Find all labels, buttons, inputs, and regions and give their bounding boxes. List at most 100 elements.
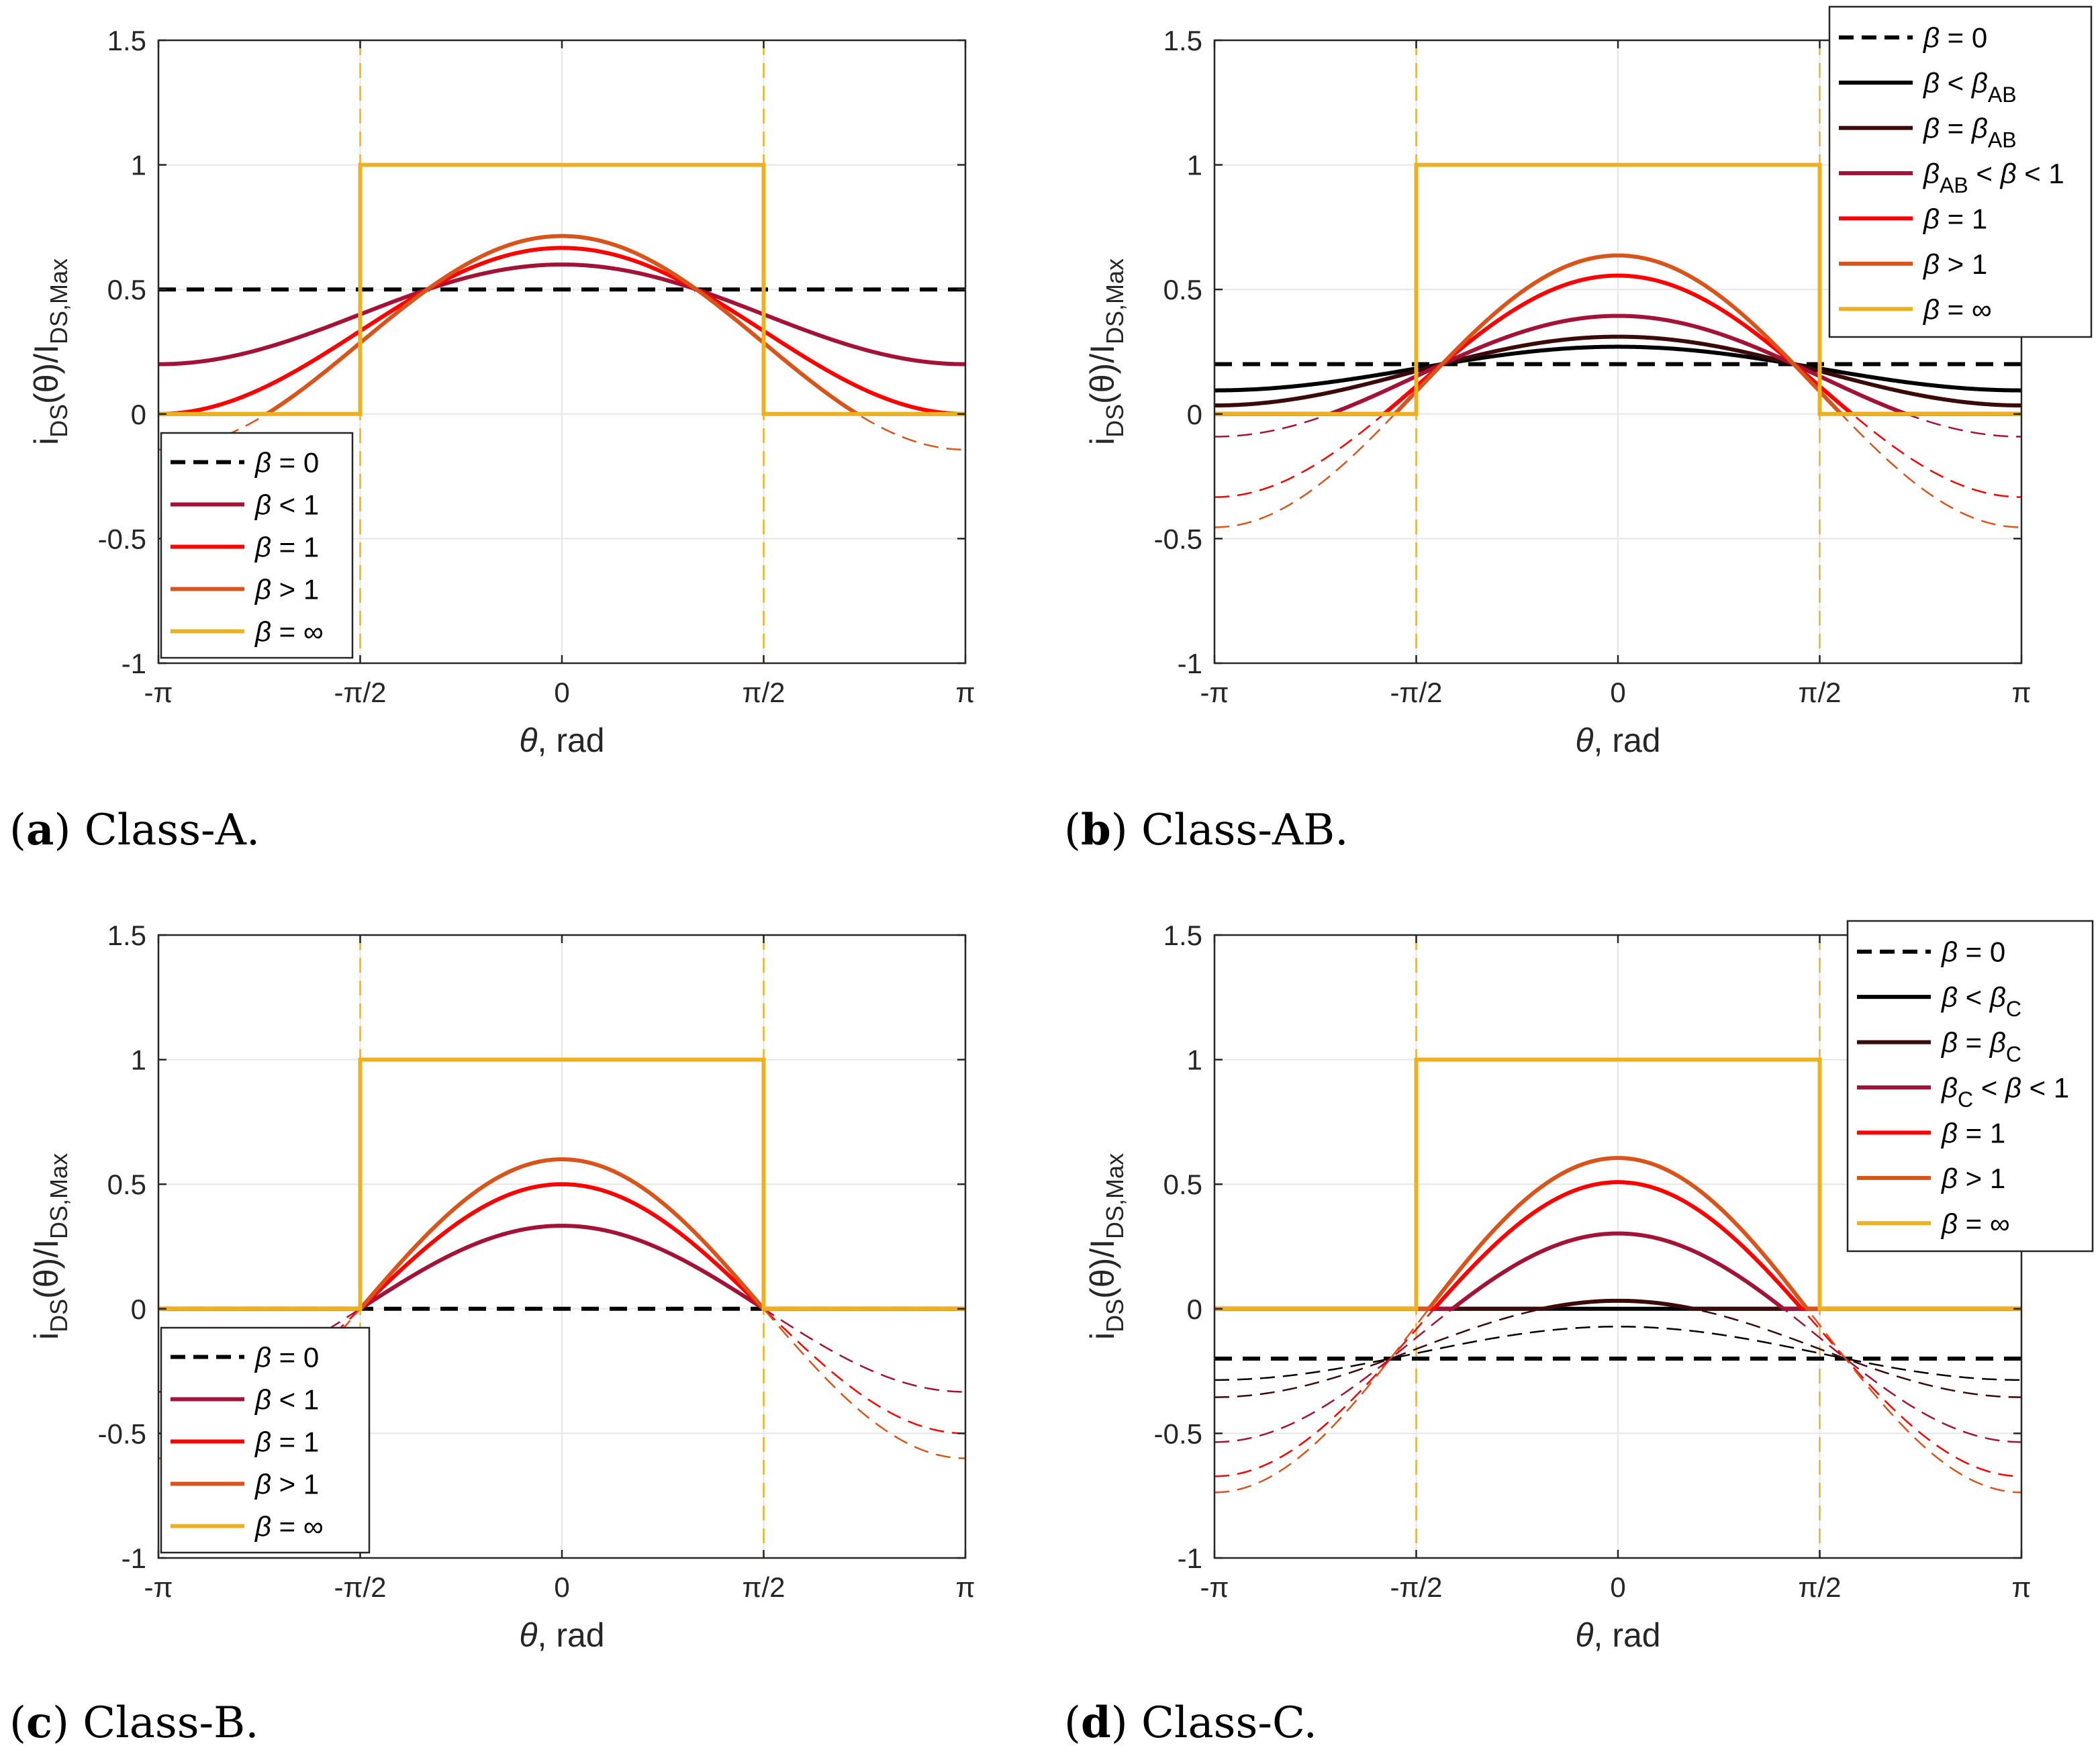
series-beta-inf	[158, 1057, 965, 1311]
y-tick-label: -1	[1178, 648, 1202, 679]
panel-caption: (c) Class-B.	[9, 1698, 259, 1748]
y-axis-label: iDS(θ)/IDS,Max	[28, 1153, 73, 1340]
legend: β = 0 β < 1 β = 1 β > 1 β = ∞	[160, 1326, 371, 1554]
plot-series	[158, 40, 965, 663]
x-tick-label: -π	[1200, 1571, 1229, 1603]
y-tick-label: 1	[131, 150, 146, 181]
x-tick-label: π	[2012, 1571, 2032, 1603]
y-tick-label: -0.5	[1154, 1418, 1202, 1449]
y-axis-label: iDS(θ)/IDS,Max	[1084, 1153, 1129, 1340]
legend: β = 0 β < βC β = βC βC < β < 1 β = 1 β > 1 β =…	[1846, 920, 2094, 1253]
y-tick-label: 1.5	[1163, 920, 1202, 951]
y-tick-label: -1	[1178, 1543, 1202, 1574]
x-axis-label: θ, rad	[1575, 1616, 1660, 1654]
y-tick-label: 0.5	[107, 1169, 146, 1200]
legend-label: β = 1	[254, 1426, 319, 1458]
x-tick-label: π	[956, 1571, 975, 1603]
legend-label: β = 1	[1922, 203, 1987, 234]
plot-series	[1214, 40, 2021, 663]
y-tick-label: 0	[1187, 399, 1202, 430]
series-beta-inf	[1214, 1057, 2021, 1311]
y-tick-label: 1	[1187, 150, 1202, 181]
legend-label: β = 1	[254, 532, 319, 563]
y-tick-label: 1.5	[107, 25, 146, 56]
legend-label: β < 1	[254, 489, 319, 521]
y-tick-label: 0.5	[1163, 1169, 1202, 1200]
x-tick-label: -π/2	[1390, 677, 1442, 708]
panel-a: -π -π/2 0 π/2 π 1.5 1 0.5 0 -0.5 -1 θ, rad iDS(θ)/ID…	[9, 25, 975, 855]
y-tick-label: 0.5	[107, 274, 146, 305]
x-tick-label: π/2	[1798, 1571, 1841, 1603]
legend-label: β < βC	[1940, 981, 2021, 1021]
x-axis-label: θ, rad	[519, 722, 604, 759]
y-tick-label: 1.5	[1163, 25, 1202, 56]
x-tick-label: -π	[144, 1571, 173, 1603]
y-axis-label: iDS(θ)/IDS,Max	[1084, 258, 1129, 445]
legend-label: β = ∞	[1940, 1208, 2010, 1239]
y-tick-label: 0	[1187, 1293, 1202, 1325]
series-beta_gt1-dashed	[158, 1158, 965, 1459]
series-beta_gt1	[158, 234, 965, 416]
legend-label: β = 0	[1922, 22, 1987, 54]
y-tick-label: 0	[131, 1293, 146, 1325]
series-beta_gt1-dashed	[1214, 1157, 2021, 1494]
legend-label: β = βC	[1940, 1027, 2021, 1067]
legend-label: β = 0	[1940, 936, 2005, 968]
series-beta_mid	[1214, 313, 2021, 416]
legend-label: β = ∞	[254, 1511, 324, 1543]
panel-caption: (a) Class-A.	[9, 805, 260, 855]
x-tick-label: 0	[1610, 1571, 1625, 1603]
x-tick-label: 0	[554, 677, 569, 708]
x-axis-label: θ, rad	[1575, 722, 1660, 759]
legend-label: β = ∞	[254, 616, 324, 648]
series-beta_eq_ab	[1214, 334, 2021, 407]
series-beta-inf	[1214, 162, 2021, 416]
legend-label: β = 0	[254, 1342, 319, 1373]
y-tick-label: 0	[131, 399, 146, 430]
legend-label: β > 1	[1922, 248, 1987, 280]
y-tick-label: -0.5	[98, 1418, 146, 1449]
y-tick-label: -0.5	[1154, 523, 1202, 554]
x-tick-label: π	[956, 677, 975, 708]
panel-c: -π -π/2 0 π/2 π 1.5 1 0.5 0 -0.5 -1 θ, rad iDS(θ)/ID…	[9, 920, 975, 1748]
y-tick-label: 1	[1187, 1044, 1202, 1076]
panel-d: -π -π/2 0 π/2 π 1.5 1 0.5 0 -0.5 -1 θ, rad iDS(θ)/ID…	[1064, 920, 2094, 1748]
legend-label: β < βAB	[1922, 67, 2017, 107]
x-tick-label: -π	[144, 677, 173, 708]
x-tick-label: π	[2012, 677, 2032, 708]
x-tick-label: π/2	[742, 1571, 785, 1603]
panel-caption: (b) Class-AB.	[1064, 805, 1349, 855]
y-tick-label: 0.5	[1163, 274, 1202, 305]
x-tick-label: 0	[1610, 677, 1625, 708]
series-beta-inf	[158, 162, 965, 416]
y-tick-label: 1.5	[107, 920, 146, 951]
legend-label: β = βAB	[1922, 113, 2017, 152]
legend: β = 0 β < βAB β = βAB βAB < β < 1 β = 1 β > 1…	[1828, 5, 2093, 338]
panel-b: -π -π/2 0 π/2 π 1.5 1 0.5 0 -0.5 -1 θ, rad iDS(θ)/ID…	[1064, 5, 2093, 855]
x-tick-label: π/2	[1798, 677, 1841, 708]
legend-label: β = 0	[254, 447, 319, 479]
series-beta_mid	[158, 262, 965, 367]
legend-label: βAB < β < 1	[1922, 158, 2064, 197]
legend-label: β = ∞	[1922, 293, 1992, 325]
legend-label: β < 1	[254, 1384, 319, 1416]
series-beta_lt_ab	[1214, 344, 2021, 393]
x-tick-label: π/2	[742, 677, 785, 708]
y-axis-label: iDS(θ)/IDS,Max	[28, 258, 73, 445]
y-tick-label: -1	[122, 1543, 146, 1574]
y-tick-label: 1	[131, 1044, 146, 1076]
x-tick-label: -π	[1200, 677, 1229, 708]
panel-caption: (d) Class-C.	[1064, 1698, 1317, 1748]
x-tick-label: 0	[554, 1571, 569, 1603]
x-tick-label: -π/2	[1390, 1571, 1442, 1603]
x-tick-label: -π/2	[334, 1571, 386, 1603]
legend-label: β > 1	[254, 574, 319, 605]
y-tick-label: -1	[122, 648, 146, 679]
legend-label: βC < β < 1	[1940, 1072, 2069, 1112]
legend-label: β = 1	[1940, 1117, 2005, 1149]
legend: β = 0 β < 1 β = 1 β > 1 β = ∞	[160, 432, 354, 659]
plot-series	[1214, 935, 2021, 1558]
legend-label: β > 1	[1940, 1163, 2005, 1194]
x-axis-label: θ, rad	[519, 1616, 604, 1654]
